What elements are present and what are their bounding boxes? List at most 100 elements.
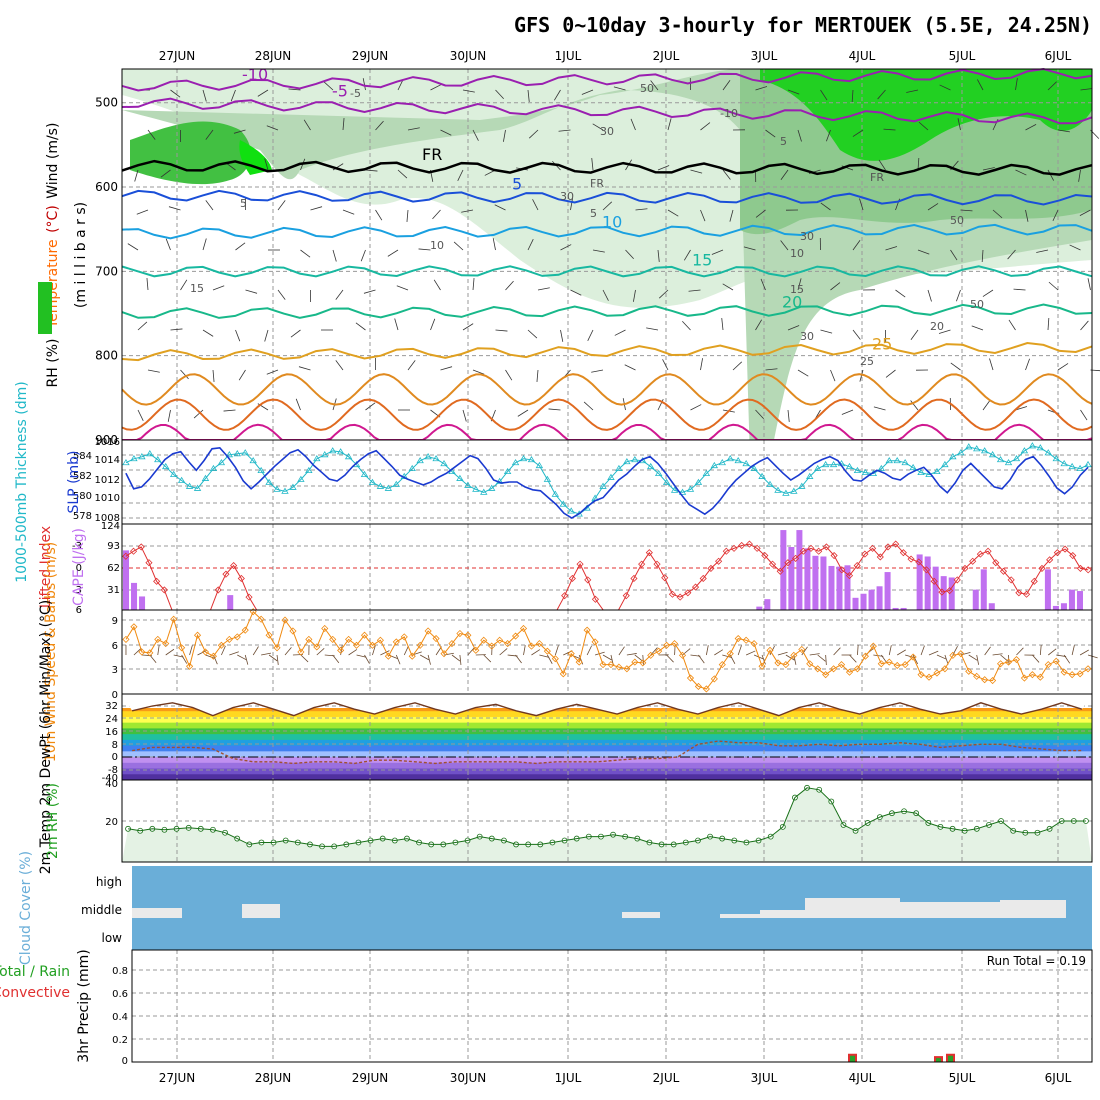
- thickness-point: [965, 443, 973, 450]
- lifted-index-cape-panel: -3 0 3 6 124 93 62 31 Lifted Index CAPE (J/kg): [38, 521, 1093, 616]
- li-point: [876, 553, 884, 561]
- wind-barb: [700, 358, 703, 371]
- bottom-date-8: 5JUL: [949, 1071, 976, 1085]
- wind-point: [575, 658, 583, 666]
- wind-barb: [277, 200, 286, 211]
- convective-bar: [948, 1055, 953, 1062]
- slp-thickness-panel: 584 582 580 578 1016 1014 1012 1010 1008 1000-50…: [14, 381, 1093, 583]
- cape-bar: [916, 554, 923, 610]
- thickness-point: [503, 467, 512, 475]
- li-tick-1: 0: [76, 563, 82, 574]
- wind-point: [766, 646, 774, 654]
- wind-barb: [591, 369, 604, 373]
- wind10m-barb: [793, 654, 797, 665]
- cape-bar: [764, 599, 771, 610]
- wind-barb: [755, 209, 766, 218]
- middle-cloud-block: [760, 910, 805, 918]
- wind10m-barb: [714, 649, 724, 656]
- wind10m-barb: [777, 651, 788, 656]
- wind10m-barb: [261, 652, 272, 656]
- wind-barb: [560, 244, 572, 251]
- wind-barb: [787, 89, 800, 95]
- wind-barb: [495, 89, 504, 100]
- wind-barb: [1015, 406, 1028, 411]
- rh-area-fill: [122, 787, 1092, 862]
- wind-barb: [918, 121, 929, 131]
- cape-bar: [756, 606, 763, 610]
- wind-point: [599, 661, 607, 669]
- middle-cloud-block: [805, 898, 900, 918]
- wind-point: [496, 636, 504, 644]
- temp-band-8: [122, 739, 1092, 747]
- wind-barb: [553, 89, 561, 101]
- wind-barb: [323, 81, 334, 91]
- wind-barb: [851, 89, 854, 102]
- wind-barb: [662, 359, 669, 371]
- wind-barb: [1047, 169, 1054, 181]
- pressure-tick-900: 900: [95, 433, 118, 447]
- wind-point: [965, 667, 973, 675]
- wind-barb: [787, 409, 790, 422]
- isotherm-15: [121, 265, 1093, 278]
- wind-point: [678, 651, 687, 659]
- li-point: [145, 559, 153, 567]
- li-point: [622, 592, 630, 600]
- wind-point: [138, 648, 146, 656]
- wind-barb: [303, 119, 311, 131]
- temp-band-12: [122, 762, 1092, 770]
- wind-barb: [981, 249, 984, 262]
- wind10m-barb: [316, 648, 325, 656]
- contour-label-9: 15: [190, 282, 204, 295]
- wind-barb: [820, 202, 831, 211]
- wind-point: [631, 658, 639, 666]
- wind-point: [305, 635, 313, 643]
- precip-tick-4: 0: [122, 1056, 128, 1067]
- li-point: [999, 567, 1008, 575]
- cape-bar: [780, 530, 787, 610]
- wind10m-barb: [745, 650, 756, 656]
- thickness-point: [1028, 442, 1037, 449]
- wind-barb: [690, 169, 703, 174]
- li-point: [237, 574, 245, 583]
- convective-bar: [936, 1058, 941, 1062]
- wind-barb: [1036, 249, 1049, 253]
- wind-barb: [910, 400, 919, 411]
- bottom-date-6: 3JUL: [751, 1071, 778, 1085]
- wind10m-barb: [1079, 649, 1089, 656]
- temp-tick-4: 0: [112, 752, 118, 763]
- wind10m-barb: [189, 645, 193, 656]
- wind-barb: [667, 118, 672, 131]
- li-point: [661, 574, 669, 582]
- cape-bar: [1044, 569, 1051, 610]
- contour-label-11: 20: [930, 320, 944, 333]
- li-point: [137, 543, 145, 551]
- cape-bar: [860, 593, 867, 610]
- wind10m-barb: [618, 646, 625, 656]
- rh2m-line: [125, 784, 1089, 850]
- li-point: [853, 562, 861, 570]
- wind-barb: [290, 329, 301, 338]
- wind-point: [885, 658, 893, 666]
- ylabel-temp-unit: (°C): [45, 205, 61, 233]
- slp-thickness-lines: [122, 442, 1092, 520]
- cape-bar: [1068, 589, 1075, 610]
- wind-barb: [1057, 363, 1069, 371]
- thickness-point: [464, 481, 472, 488]
- wind10m-barb: [531, 649, 541, 656]
- wind-barb: [755, 86, 768, 91]
- li-point: [707, 564, 715, 572]
- wind-point: [837, 661, 846, 669]
- wind10m-barb: [737, 645, 742, 656]
- wind10m-barb: [213, 654, 218, 665]
- wind10m-barb: [157, 645, 160, 656]
- wind10m-barb: [944, 654, 949, 665]
- wind-point: [869, 642, 877, 650]
- wind-barb: [527, 239, 534, 251]
- cape-bar: [1076, 591, 1083, 610]
- li-point: [892, 540, 900, 548]
- wind-barb: [885, 369, 896, 378]
- wind-barb: [722, 80, 731, 91]
- li-point: [969, 557, 977, 565]
- contour-label-1: -10: [720, 107, 738, 120]
- wind-barb: [1015, 169, 1027, 176]
